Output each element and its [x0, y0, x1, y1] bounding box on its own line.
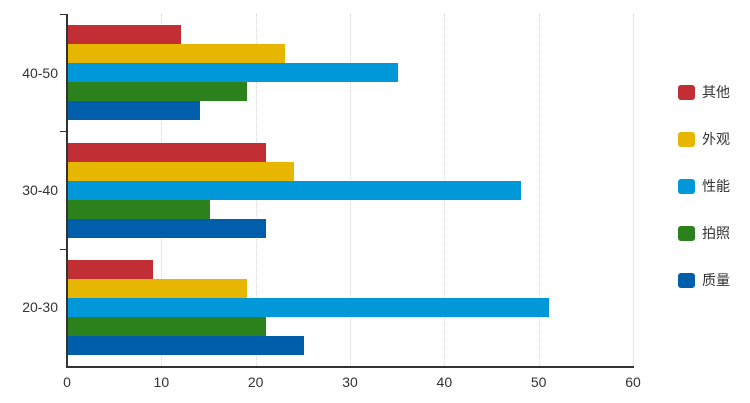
- bar[interactable]: [68, 335, 304, 355]
- bar[interactable]: [68, 101, 201, 121]
- x-gridline: [633, 14, 634, 366]
- bar[interactable]: [68, 218, 267, 238]
- legend: 其他外观性能拍照质量: [678, 84, 730, 319]
- legend-marker-icon: [678, 131, 695, 147]
- legend-item-label: 拍照: [702, 225, 730, 241]
- x-axis-tick-label: 20: [247, 374, 264, 390]
- legend-item[interactable]: 质量: [678, 272, 730, 288]
- x-axis-line: [66, 366, 634, 368]
- legend-marker-icon: [678, 272, 695, 288]
- y-axis-tick: [60, 131, 66, 132]
- legend-item-label: 性能: [702, 178, 730, 194]
- bar[interactable]: [68, 259, 153, 279]
- legend-marker-icon: [678, 84, 695, 100]
- legend-item[interactable]: 外观: [678, 131, 730, 147]
- y-axis-category-label: 20-30: [22, 299, 58, 316]
- legend-item-label: 质量: [702, 272, 730, 288]
- legend-item[interactable]: 性能: [678, 178, 730, 194]
- y-axis-tick: [60, 14, 66, 15]
- legend-item-label: 其他: [702, 84, 730, 100]
- bar[interactable]: [68, 316, 267, 336]
- x-axis-tick-label: 40: [436, 374, 453, 390]
- y-axis-category-label: 40-50: [22, 64, 58, 81]
- y-axis-tick: [60, 249, 66, 250]
- bar[interactable]: [68, 82, 248, 102]
- bar[interactable]: [68, 25, 182, 45]
- x-axis-tick-label: 10: [153, 374, 170, 390]
- bar[interactable]: [68, 44, 285, 64]
- x-axis-tick-label: 30: [342, 374, 358, 390]
- legend-item[interactable]: 其他: [678, 84, 730, 100]
- x-axis-tick-label: 60: [625, 374, 641, 390]
- legend-item-label: 外观: [702, 131, 730, 147]
- bar[interactable]: [68, 180, 521, 200]
- bar[interactable]: [68, 63, 399, 83]
- bar[interactable]: [68, 199, 210, 219]
- legend-marker-icon: [678, 178, 695, 194]
- bar[interactable]: [68, 161, 295, 181]
- y-axis-line: [66, 14, 68, 368]
- x-axis-tick-label: 50: [530, 374, 547, 390]
- legend-marker-icon: [678, 225, 695, 241]
- bar[interactable]: [68, 297, 550, 317]
- x-axis-tick-label: 0: [63, 374, 71, 390]
- x-gridline: [538, 14, 540, 366]
- y-axis-category-label: 30-40: [22, 182, 58, 198]
- bar[interactable]: [68, 142, 267, 162]
- legend-item[interactable]: 拍照: [678, 225, 730, 241]
- bar[interactable]: [68, 278, 248, 298]
